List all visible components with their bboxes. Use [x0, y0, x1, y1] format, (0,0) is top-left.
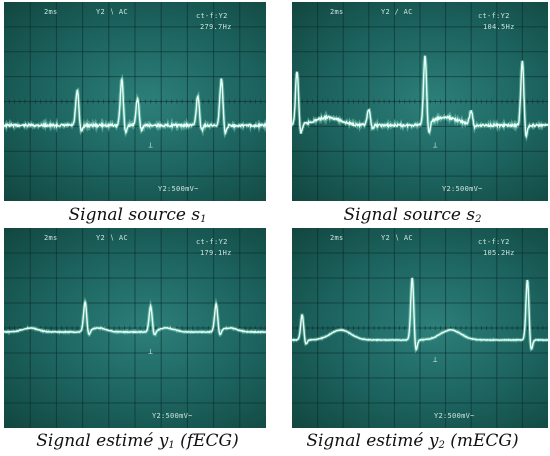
scope-panel-3: ⊥ 2ms Y2 ∖ AC ct-f:Y2 179.1Hz Y2:500mV~ …	[0, 228, 275, 456]
ground-marker-icon: ⊥	[433, 140, 438, 149]
cursor-readout: ct-f:Y2	[478, 12, 510, 20]
caption-symbol: s	[466, 205, 476, 225]
caption-subscript: 2	[475, 214, 482, 225]
timebase-readout: 2ms	[44, 8, 58, 16]
caption-1: Signal source s1	[0, 205, 275, 225]
scope-grid: ⊥	[4, 2, 266, 201]
caption-3: Signal estimé y1 (fECG)	[0, 431, 275, 451]
scale-readout: Y2:500mV~	[152, 412, 193, 420]
oscilloscope-screen: ⊥ 2ms Y2 ∖ AC ct-f:Y2 279.7Hz Y2:500mV~	[4, 2, 266, 201]
scope-grid: ⊥	[4, 228, 266, 428]
ecg-trace	[4, 299, 266, 336]
coupling-readout: Y2 ∖ AC	[381, 234, 413, 242]
caption-text: Signal estimé	[36, 431, 159, 451]
caption-suffix: (fECG)	[174, 431, 239, 451]
scope-grid: ⊥	[292, 2, 548, 201]
coupling-readout: Y2 ∖ AC	[96, 8, 128, 16]
scale-readout: Y2:500mV~	[158, 185, 199, 193]
cursor-readout: ct-f:Y2	[196, 12, 228, 20]
timebase-readout: 2ms	[44, 234, 58, 242]
caption-text: Signal source	[343, 205, 467, 225]
cursor-readout: ct-f:Y2	[196, 238, 228, 246]
caption-subscript: 1	[200, 214, 207, 225]
ecg-trace	[292, 55, 548, 139]
caption-symbol: s	[191, 205, 201, 225]
caption-subscript: 2	[438, 440, 445, 451]
caption-symbol: y	[158, 431, 169, 451]
timebase-readout: 2ms	[330, 8, 344, 16]
scope-panel-1: ⊥ 2ms Y2 ∖ AC ct-f:Y2 279.7Hz Y2:500mV~ …	[0, 0, 275, 230]
frequency-readout: 179.1Hz	[200, 249, 232, 257]
scope-grid: ⊥	[292, 228, 548, 428]
coupling-readout: Y2 ∖ AC	[96, 234, 128, 242]
caption-subscript: 1	[168, 440, 175, 451]
timebase-readout: 2ms	[330, 234, 344, 242]
frequency-readout: 104.5Hz	[483, 23, 515, 31]
oscilloscope-screen: ⊥ 2ms Y2 ∖ AC ct-f:Y2 105.2Hz Y2:500mV~	[292, 228, 548, 428]
ground-marker-icon: ⊥	[148, 140, 153, 149]
oscilloscope-screen: ⊥ 2ms Y2 ∕ AC ct-f:Y2 104.5Hz Y2:500mV~	[292, 2, 548, 201]
caption-symbol: y	[428, 431, 439, 451]
ecg-trace	[292, 277, 548, 352]
frequency-readout: 105.2Hz	[483, 249, 515, 257]
caption-text: Signal estimé	[306, 431, 429, 451]
oscilloscope-screen: ⊥ 2ms Y2 ∖ AC ct-f:Y2 179.1Hz Y2:500mV~	[4, 228, 266, 428]
scope-panel-2: ⊥ 2ms Y2 ∕ AC ct-f:Y2 104.5Hz Y2:500mV~ …	[275, 0, 550, 230]
ground-marker-icon: ⊥	[148, 347, 153, 356]
caption-2: Signal source s2	[275, 205, 550, 225]
caption-text: Signal source	[68, 205, 192, 225]
ecg-trace	[4, 76, 266, 136]
cursor-readout: ct-f:Y2	[478, 238, 510, 246]
scale-readout: Y2:500mV~	[442, 185, 483, 193]
ground-marker-icon: ⊥	[433, 355, 438, 364]
caption-suffix: (mECG)	[444, 431, 519, 451]
coupling-readout: Y2 ∕ AC	[381, 8, 413, 16]
frequency-readout: 279.7Hz	[200, 23, 232, 31]
scope-panel-4: ⊥ 2ms Y2 ∖ AC ct-f:Y2 105.2Hz Y2:500mV~ …	[275, 228, 550, 456]
caption-4: Signal estimé y2 (mECG)	[275, 431, 550, 451]
scale-readout: Y2:500mV~	[434, 412, 475, 420]
